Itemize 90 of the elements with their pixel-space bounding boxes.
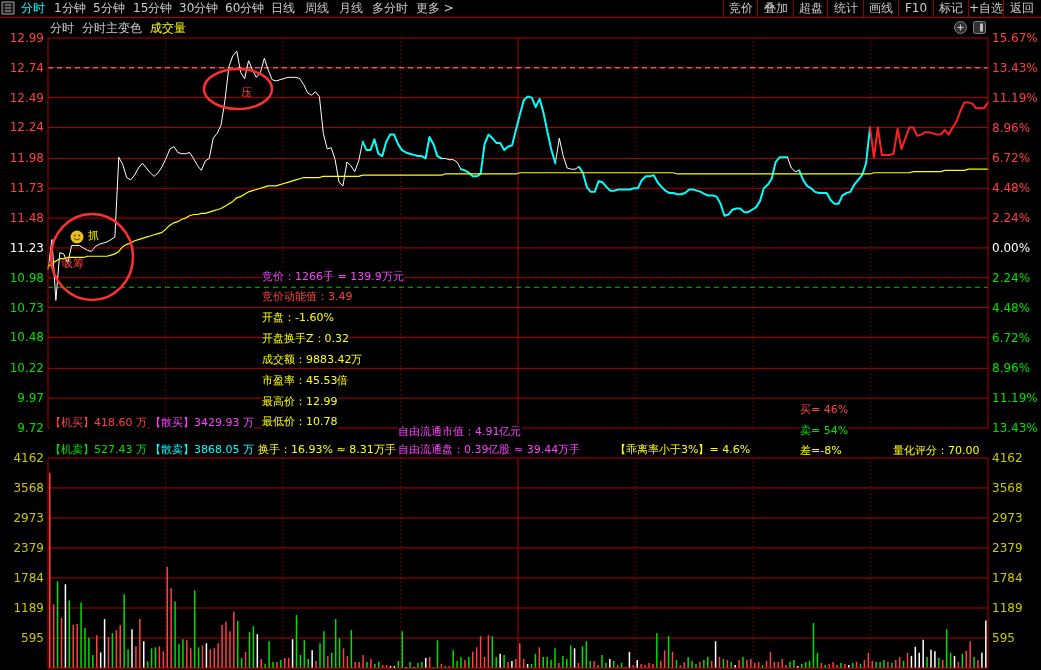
y-tick-label: 2973 [13,510,44,525]
annotation: 竞价：1266手 = 139.9万元 [262,270,404,284]
y2-tick-label: 4.48% [992,301,1031,316]
y-tick-label: 11.48 [9,211,44,226]
text: 标记 [933,0,968,17]
y2-tick-label: 2.24% [992,271,1031,286]
y2-tick-label: 15.67% [992,31,1038,45]
annotation: 开盘换手Z：0.32 [262,332,350,346]
y2-tick-label: 6.72% [992,150,1031,165]
annotation: 竞价动能值：3.49 [262,290,353,304]
text: 60分钟 [225,1,265,16]
y-tick-label: 9.97 [17,391,44,406]
chart-subtitle: 分时主变色 [82,20,142,36]
y-tick-label: 3568 [13,480,44,495]
text: 1分钟 [54,1,86,16]
annotation: 成交额：9883.42万 [262,353,363,367]
annotation: 最低价：10.78 [262,415,338,429]
text: 更多 > [416,1,454,16]
y-tick-label: 12.49 [9,90,44,105]
annotation: 自由流通市值：4.91亿元 [398,425,522,439]
y2-tick-label: 595 [992,630,1015,645]
text: 差=-8% [800,444,842,458]
y-tick-label: 10.73 [9,300,44,315]
annotation: 买= 46% [800,403,849,417]
y-tick-label: 1784 [13,570,44,585]
text: 日线 [271,1,295,16]
y-tick-label: 12.99 [9,31,44,45]
line-series [47,168,989,268]
y2-tick-label: 13.43% [992,421,1038,435]
text: 换手：16.93% ≈ 8.31万手 [258,443,396,457]
text: 【机卖】527.43 万 [50,443,147,457]
y2-tick-label: 0.00% [992,241,1031,256]
line-series [869,101,989,159]
annotation: 压 [241,86,252,100]
y2-tick-label: 4.48% [992,180,1031,195]
y-tick-label: 595 [21,630,44,645]
text: F10 [898,0,933,17]
y2-tick-label: 2.24% [992,210,1031,225]
y2-tick-label: 1784 [992,570,1023,585]
y2-tick-label: 13.43% [992,61,1038,76]
text: 量化评分：70.00 [893,444,980,458]
text: +自选 [968,0,1004,17]
y-tick-label: 10.98 [9,270,44,285]
text: 自由流通盘：0.39亿股 ≈ 39.44万手 [398,443,581,457]
y2-tick-label: 6.72% [992,331,1031,346]
y2-tick-label: 4162 [992,451,1023,465]
text: 叠加 [757,0,793,17]
chart-title: 分时 [50,20,74,36]
text: 周线 [305,1,329,16]
annotation: 【散买】3429.93 万 [150,416,254,430]
text: 【乖离率小于3%】= 4.6% [615,443,751,457]
y2-tick-label: 2973 [992,510,1023,525]
y-tick-label: 1189 [13,601,44,616]
annotation: 开盘：-1.60% [262,311,334,325]
y-tick-label: 12.74 [9,60,44,75]
annotation: 吸筹 [62,257,84,271]
y2-tick-label: 11.19% [992,390,1038,405]
y-tick-label: 11.23 [9,240,44,255]
y2-tick-label: 3568 [992,480,1023,495]
y-tick-label: 4162 [13,451,44,465]
y-tick-label: 10.48 [9,330,44,345]
y2-tick-label: 8.96% [992,361,1031,376]
y-tick-label: 12.24 [9,120,44,135]
annotation: 【机买】418.60 万 [50,416,147,430]
text: 月线 [339,1,363,16]
text: 统计 [827,0,863,17]
y2-tick-label: 2379 [992,540,1023,555]
text: 分时 [21,1,45,16]
text: 15分钟 [133,1,173,16]
y-tick-label: 10.22 [9,361,44,376]
text: 多分时 [372,1,408,16]
text: 成交量 [150,20,186,36]
text: 竞价 [723,0,757,17]
text: 返回 [1003,0,1040,17]
y-tick-label: 11.73 [9,181,44,196]
text: 5分钟 [93,1,125,16]
y2-tick-label: 11.19% [992,91,1038,106]
text: 【散卖】3868.05 万 [150,443,254,457]
annotation: 市盈率：45.53倍 [262,374,349,388]
annotation: 最高价：12.99 [262,395,338,409]
y-tick-label: 2379 [13,540,44,555]
y-tick-label: 11.98 [9,151,44,166]
text: 超盘 [793,0,827,17]
y2-tick-label: 1189 [992,601,1023,616]
annotation: 抓 [88,229,99,243]
text: 画线 [863,0,898,17]
annotation: 卖= 54% [800,424,849,438]
y2-tick-label: 8.96% [992,120,1031,135]
y-tick-label: 9.72 [17,421,44,435]
text: 30分钟 [179,1,219,16]
